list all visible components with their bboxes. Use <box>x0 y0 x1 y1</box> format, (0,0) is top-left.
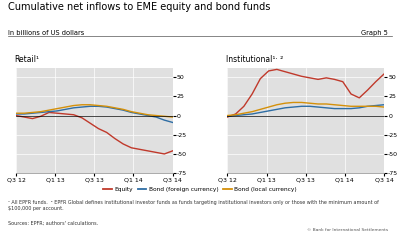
Text: Institutional¹· ²: Institutional¹· ² <box>226 55 283 64</box>
Text: In billions of US dollars: In billions of US dollars <box>8 30 84 37</box>
Text: Sources: EPFR; authors' calculations.: Sources: EPFR; authors' calculations. <box>8 221 98 226</box>
Text: Graph 5: Graph 5 <box>361 30 388 37</box>
Legend: Equity, Bond (foreign currency), Bond (local currency): Equity, Bond (foreign currency), Bond (l… <box>101 185 299 195</box>
Text: Retail¹: Retail¹ <box>14 55 40 64</box>
Text: © Bank for International Settlements: © Bank for International Settlements <box>307 228 388 232</box>
Text: Cumulative net inflows to EME equity and bond funds: Cumulative net inflows to EME equity and… <box>8 2 270 12</box>
Text: ¹ All EPFR funds.  ² EPFR Global defines institutional investor funds as funds t: ¹ All EPFR funds. ² EPFR Global defines … <box>8 200 379 211</box>
